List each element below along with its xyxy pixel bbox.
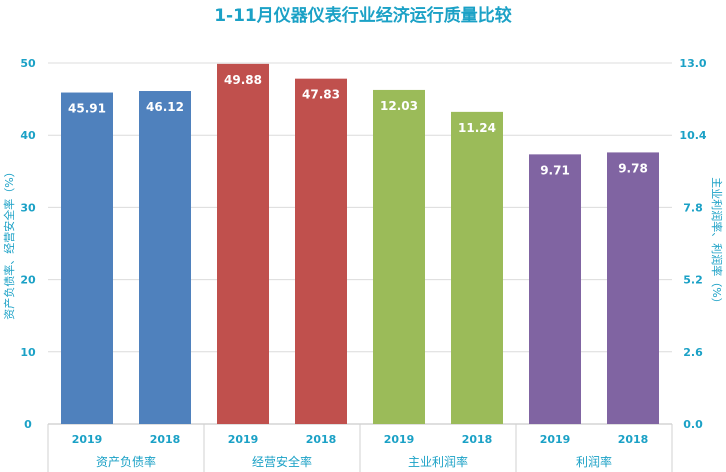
group-label: 经营安全率 [252, 454, 312, 469]
data-label: 45.91 [68, 102, 106, 116]
y-tick-label: 40 [20, 129, 36, 142]
y-tick-label: 20 [20, 274, 36, 287]
x-tick-label: 2018 [618, 433, 649, 446]
y-axis-label: 资产负债率、经营安全率（%） [2, 166, 16, 319]
bar [139, 91, 191, 424]
group-label: 主业利润率 [408, 454, 468, 469]
bar [295, 78, 347, 425]
y2-tick-label: 13.0 [679, 57, 706, 70]
y2-tick-label: 10.4 [679, 129, 706, 142]
bar [529, 154, 581, 424]
group-label: 利润率 [576, 454, 612, 469]
bar [373, 89, 425, 424]
data-label: 9.71 [540, 163, 570, 177]
x-tick-label: 2019 [384, 433, 415, 446]
y-tick-label: 10 [20, 346, 36, 359]
y2-axis-label: 主业利润率、利润率（%） [710, 177, 724, 308]
x-tick-label: 2018 [462, 433, 493, 446]
y-tick-label: 0 [24, 418, 32, 431]
bar [217, 63, 269, 425]
y2-tick-label: 2.6 [683, 346, 703, 359]
bar [607, 152, 659, 424]
x-tick-label: 2019 [72, 433, 103, 446]
y-tick-label: 50 [20, 57, 36, 70]
y2-tick-label: 5.2 [683, 274, 703, 287]
y2-tick-label: 7.8 [683, 201, 703, 214]
x-tick-label: 2019 [228, 433, 259, 446]
y2-tick-label: 0.0 [683, 418, 703, 431]
data-label: 9.78 [618, 161, 648, 175]
data-label: 46.12 [146, 100, 184, 114]
data-label: 11.24 [458, 121, 496, 135]
data-label: 49.88 [224, 73, 262, 87]
data-label: 12.03 [380, 99, 418, 113]
data-label: 47.83 [302, 88, 340, 102]
x-tick-label: 2019 [540, 433, 571, 446]
bar [451, 111, 503, 425]
group-label: 资产负债率 [96, 454, 156, 469]
x-tick-label: 2018 [150, 433, 181, 446]
bar [61, 92, 113, 425]
chart-title: 1-11月仪器仪表行业经济运行质量比较 [214, 5, 512, 26]
y-tick-label: 30 [20, 201, 36, 214]
x-tick-label: 2018 [306, 433, 337, 446]
